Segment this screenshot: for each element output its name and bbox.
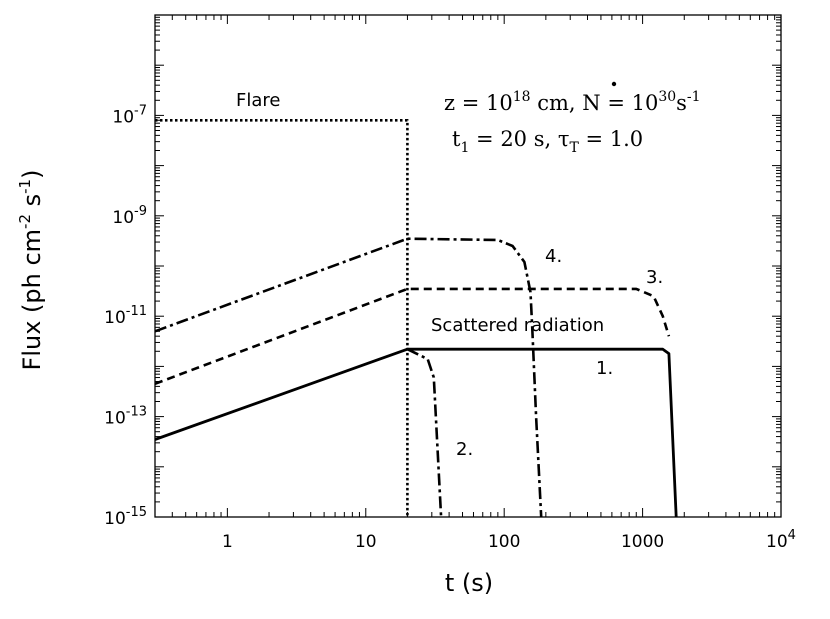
series-flare-line [155,119,409,517]
info-tau-sub: T [569,140,579,156]
info-n-exp: 30 [658,89,676,105]
y-axis-title-sup1: -2 [16,214,34,229]
info-z-exp: 18 [513,89,531,105]
series-4-line [154,237,543,518]
y-axis-title-close: ) [18,170,46,179]
info-t-value: = 20 s, [469,127,557,151]
x-tick-label: 1000 [621,532,664,552]
label-curve-4: 4. [545,246,562,267]
info-line-1: z = 1018 cm, N = 1030s-1 [444,89,701,115]
label-curve-2: 2. [456,439,473,460]
ndot-dot-icon [611,81,617,87]
y-tick-label: 10-15 [104,505,147,529]
info-z: z = 10 [444,91,513,115]
label-curve-1: 1. [596,358,613,379]
x-axis-title: t (s) [445,569,493,597]
info-t: t [452,127,461,151]
info-s: s [676,91,687,115]
series-3-line [154,287,671,386]
series-layer [154,119,678,518]
x-tick-label: 10 [355,532,377,552]
info-s-exp: -1 [687,89,701,105]
y-tick-label: 10-7 [112,103,147,127]
label-flare: Flare [236,90,280,111]
x-tick-label: 104 [766,528,796,552]
y-tick-label: 10-11 [104,304,147,328]
x-tick-label: 1 [222,532,233,552]
tick-labels: 1 10 100 1000 104 10-7 10-9 10-11 10-13 10-15 [104,103,796,552]
y-tick-label: 10-9 [112,204,147,228]
series-1-line [154,347,678,518]
info-t-sub: 1 [460,140,469,156]
y-tick-label: 10-13 [104,405,147,429]
y-axis-title-main: Flux (ph cm [18,229,46,371]
info-line-2: t1 = 20 s, τT = 1.0 [452,127,643,156]
info-tau-value: = 1.0 [579,127,643,151]
info-tau: τ [558,127,570,151]
series-2-line [406,348,443,518]
x-tick-label: 100 [488,532,520,552]
plot-frame [154,14,782,518]
y-axis-title-mid: s [18,194,46,214]
label-scattered-radiation: Scattered radiation [431,315,604,336]
info-n-value: = 10 [601,91,659,115]
y-axis-title: Flux (ph cm-2 s-1) [16,170,46,371]
info-cm: cm, [531,91,583,115]
y-axis-title-sup2: -1 [16,179,34,194]
info-ndot: N [582,91,600,115]
label-curve-3: 3. [646,267,663,288]
